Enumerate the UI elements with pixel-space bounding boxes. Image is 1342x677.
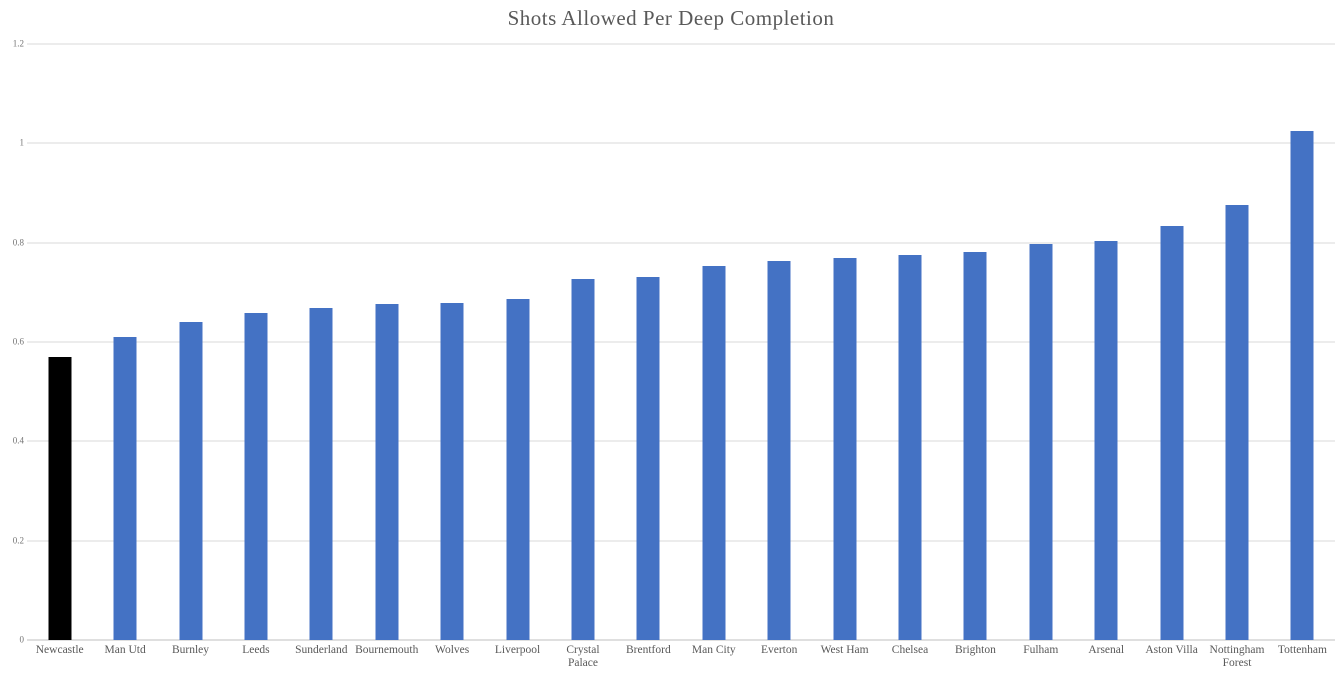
- bar-west-ham: [833, 257, 857, 640]
- bar-man-utd: [113, 337, 137, 640]
- gridline: [27, 440, 1335, 442]
- bar-sunderland: [309, 307, 333, 640]
- chart-title: Shots Allowed Per Deep Completion: [507, 6, 835, 30]
- gridline: [27, 341, 1335, 343]
- y-tick-label: 1: [19, 137, 25, 148]
- bar-slot: [223, 44, 288, 640]
- bar-slot: [616, 44, 681, 640]
- x-axis-label: Wolves: [435, 644, 470, 656]
- y-tick-label: 1.2: [12, 38, 24, 49]
- x-axis-label: Brighton: [954, 644, 996, 656]
- y-tick-label: 0.2: [12, 535, 24, 546]
- bar-slot: [158, 44, 223, 640]
- bar-arsenal: [1094, 241, 1118, 640]
- bar-brighton: [963, 252, 987, 640]
- bar-slot: [1008, 44, 1073, 640]
- gridline: [27, 242, 1335, 244]
- bar-nottingham-forest: [1225, 205, 1249, 640]
- x-axis-label: Brentford: [626, 644, 671, 656]
- bar-burnley: [179, 322, 203, 640]
- bar-slot: [1204, 44, 1269, 640]
- bar-man-city: [702, 265, 726, 640]
- bar-tottenham: [1290, 131, 1314, 640]
- x-axis-label: Sunderland: [295, 644, 348, 656]
- bar-slot: [27, 44, 92, 640]
- bar-wolves: [440, 303, 464, 640]
- gridline: [27, 142, 1335, 144]
- x-axis-label: Nottingham Forest: [1209, 644, 1265, 670]
- bar-slot: [943, 44, 1008, 640]
- bars-container: [27, 44, 1335, 640]
- bar-newcastle: [48, 357, 72, 640]
- bar-slot: [746, 44, 811, 640]
- x-axis-label: Newcastle: [35, 644, 84, 656]
- bar-bournemouth: [375, 304, 399, 640]
- bar-slot: [1074, 44, 1139, 640]
- gridline: [27, 43, 1335, 45]
- x-axis-label: Tottenham: [1277, 644, 1327, 656]
- x-axis-label: Man Utd: [104, 644, 146, 656]
- bar-slot: [289, 44, 354, 640]
- bar-everton: [767, 260, 791, 640]
- bar-leeds: [244, 313, 268, 640]
- x-axis-line: [27, 639, 1335, 641]
- bar-slot: [1270, 44, 1335, 640]
- x-axis-label: Chelsea: [891, 644, 929, 656]
- bar-slot: [419, 44, 484, 640]
- y-tick-label: 0.4: [12, 435, 24, 446]
- x-axis: Newcastle Man Utd Burnley Leeds Sunderland Bo…: [27, 644, 1335, 670]
- x-axis-label: West Ham: [820, 644, 869, 656]
- x-axis-label: Leeds: [242, 644, 270, 656]
- bar-chelsea: [898, 254, 922, 640]
- x-axis-label: Crystal Palace: [566, 644, 600, 670]
- bar-slot: [354, 44, 419, 640]
- y-tick-label: 0: [19, 634, 25, 645]
- bar-fulham: [1029, 243, 1053, 640]
- bar-slot: [1139, 44, 1204, 640]
- x-axis-label: Fulham: [1023, 644, 1059, 656]
- bar-slot: [550, 44, 615, 640]
- bar-slot: [877, 44, 942, 640]
- x-axis-label: Everton: [760, 644, 798, 656]
- bar-slot: [812, 44, 877, 640]
- bar-slot: [485, 44, 550, 640]
- x-axis-label: Arsenal: [1088, 644, 1125, 656]
- x-axis-label: Aston Villa: [1145, 644, 1198, 656]
- x-axis-label: Liverpool: [494, 644, 541, 656]
- bar-slot: [92, 44, 157, 640]
- plot-area: [27, 43, 1335, 641]
- bar-brentford: [636, 276, 660, 640]
- y-tick-label: 0.8: [12, 237, 24, 248]
- bar-crystal-palace: [571, 279, 595, 640]
- x-axis-label: Man City: [691, 644, 736, 656]
- gridline: [27, 540, 1335, 542]
- x-axis-label: Bournemouth: [355, 644, 419, 656]
- x-axis-label: Burnley: [171, 644, 210, 656]
- y-tick-label: 0.6: [12, 336, 24, 347]
- bar-slot: [681, 44, 746, 640]
- y-axis: 0 0.2 0.4 0.6 0.8 1 1.2: [0, 39, 25, 644]
- bar-aston-villa: [1160, 225, 1184, 640]
- bar-liverpool: [506, 298, 530, 640]
